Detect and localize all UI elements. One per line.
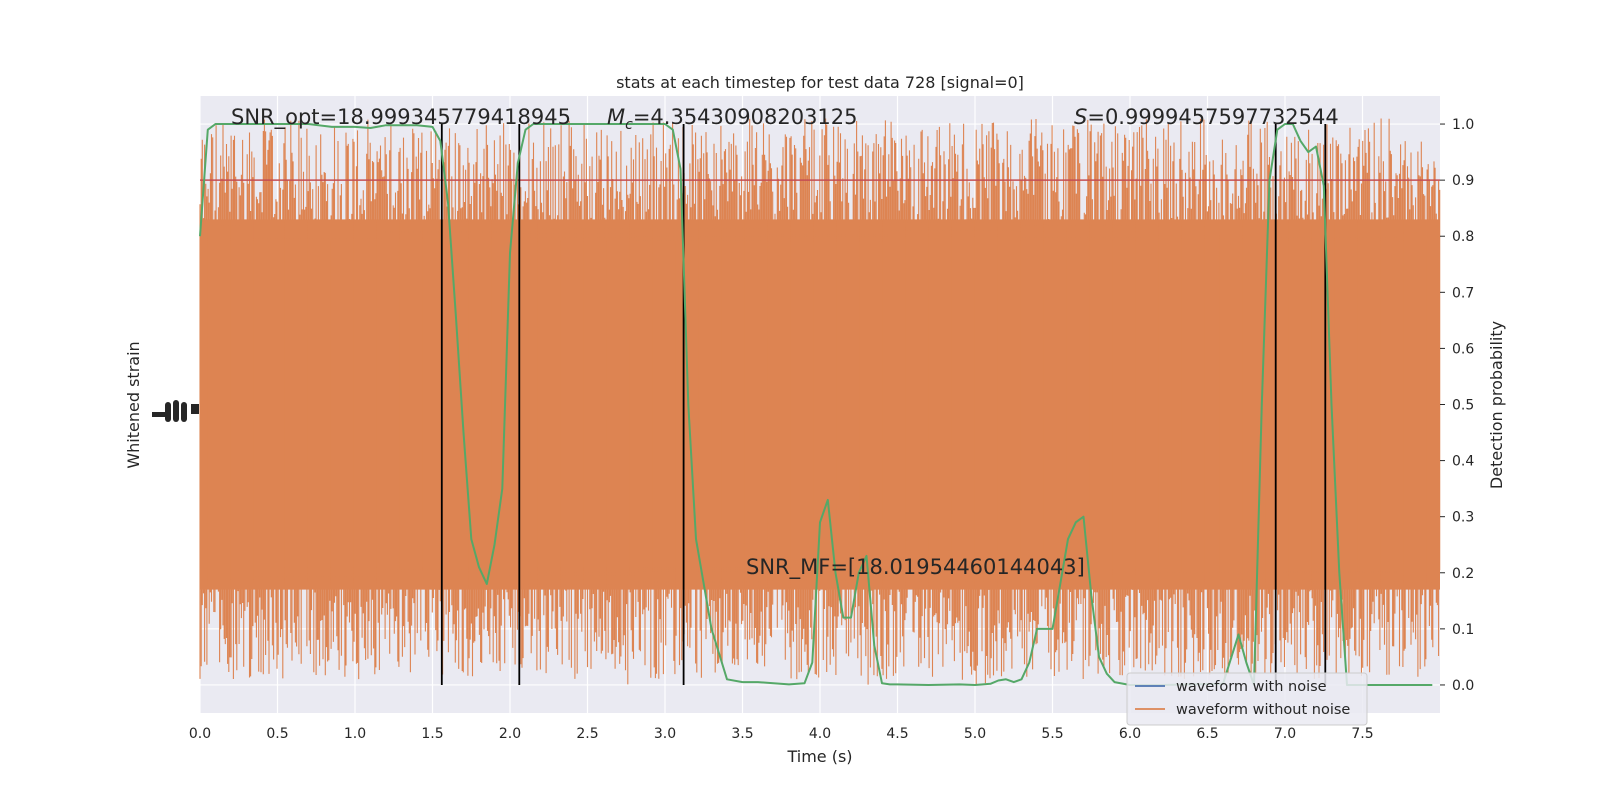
x-tick-label: 7.0 [1274,726,1296,742]
y-tick-label: 1.0 [1452,117,1474,133]
x-tick-label: 1.0 [344,726,366,742]
y-tick-label: 0.7 [1452,285,1474,301]
snr-mf-annotation: SNR_MF=[18.01954460144043] [746,555,1085,580]
detection-probability-line [199,123,1433,686]
x-tick-label: 3.0 [654,726,676,742]
legend-label-without-noise: waveform without noise [1176,702,1350,718]
x-tick-label: 4.5 [886,726,908,742]
x-tick-label: 2.5 [576,726,598,742]
y-tick-label: 0.0 [1452,678,1474,694]
x-axis-label: Time (s) [786,747,852,766]
y-tick-label: 0.2 [1452,566,1474,582]
y-tick-label: 0.4 [1452,454,1474,470]
chirp-mass-annotation: Mc=4.35430908203125 [607,105,858,133]
y-axis-label-left: Whitened strain [124,341,143,468]
y-tick-label: 0.6 [1452,341,1474,357]
x-ticks: 0.0 0.5 1.0 1.5 2.0 2.5 3.0 3.5 4.0 4.5 5.0 5.5 6.0 6… [189,726,1374,742]
legend-box [1126,672,1368,726]
waveform-without-noise-line [199,118,1441,685]
detection-probability-series [199,123,1433,686]
x-tick-label: 0.5 [266,726,288,742]
x-tick-label: 1.5 [421,726,443,742]
y-tick-label: 0.8 [1452,229,1474,245]
x-tick-label: 7.5 [1351,726,1373,742]
y-axis-label-right: Detection probability [1487,321,1506,489]
s-annotation: S=0.9999457597732544 [1074,105,1339,129]
y-tick-label: 0.9 [1452,173,1474,189]
snr-opt-annotation: SNR_opt=18.999345779418945 [231,105,571,130]
x-tick-label: 0.0 [189,726,211,742]
left-axis-ticks-blob [152,400,199,422]
x-tick-label: 3.5 [731,726,753,742]
y-tick-label: 0.1 [1452,622,1474,638]
y-ticks-right: 0.0 0.1 0.2 0.3 0.4 0.5 0.6 0.7 0.8 0.9 1.0 [1440,117,1474,694]
legend: waveform with noise waveform without noi… [1126,672,1368,726]
legend-label-with-noise: waveform with noise [1176,679,1327,695]
x-tick-label: 4.0 [809,726,831,742]
chart-title: stats at each timestep for test data 728… [616,73,1024,92]
x-tick-label: 5.5 [1041,726,1063,742]
x-tick-label: 5.0 [964,726,986,742]
y-tick-label: 0.3 [1452,510,1474,526]
x-tick-label: 6.5 [1196,726,1218,742]
y-tick-label: 0.5 [1452,398,1474,414]
x-tick-label: 6.0 [1119,726,1141,742]
x-tick-label: 2.0 [499,726,521,742]
